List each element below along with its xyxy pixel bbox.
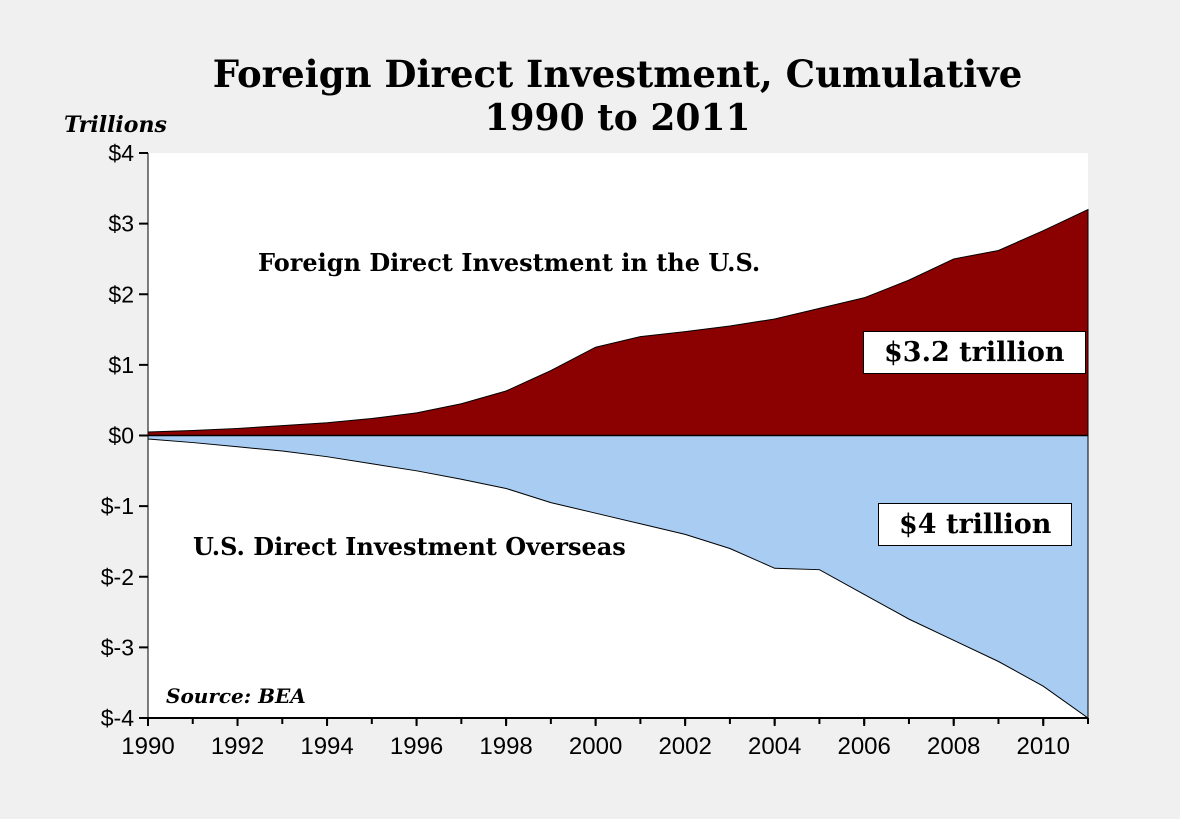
- outbound-total-annotation: $4 trillion: [878, 503, 1073, 546]
- svg-text:2006: 2006: [837, 733, 890, 760]
- svg-text:2008: 2008: [927, 733, 980, 760]
- svg-text:$0: $0: [108, 423, 134, 449]
- chart-title-block: Foreign Direct Investment, Cumulative 19…: [55, 52, 1180, 140]
- source-note: Source: BEA: [166, 684, 306, 708]
- svg-text:$1: $1: [108, 352, 134, 378]
- svg-text:$-4: $-4: [101, 705, 134, 731]
- svg-text:2004: 2004: [748, 733, 801, 760]
- svg-text:2000: 2000: [569, 733, 622, 760]
- svg-text:$3: $3: [108, 211, 134, 237]
- svg-text:1996: 1996: [390, 733, 443, 760]
- svg-text:1992: 1992: [211, 733, 264, 760]
- y-axis-unit-label: Trillions: [64, 112, 167, 138]
- svg-text:2002: 2002: [658, 733, 711, 760]
- svg-text:1994: 1994: [300, 733, 353, 760]
- svg-text:$-1: $-1: [101, 493, 134, 519]
- svg-text:2010: 2010: [1017, 733, 1070, 760]
- svg-text:$-2: $-2: [101, 564, 134, 590]
- outbound-series-label: U.S. Direct Investment Overseas: [193, 532, 626, 561]
- inbound-total-annotation: $3.2 trillion: [863, 331, 1086, 374]
- svg-text:$4: $4: [108, 140, 134, 166]
- chart-subtitle: 1990 to 2011: [484, 97, 751, 139]
- svg-text:1998: 1998: [479, 733, 532, 760]
- svg-text:$2: $2: [108, 281, 134, 307]
- svg-text:$-3: $-3: [101, 634, 134, 660]
- chart-title: Foreign Direct Investment, Cumulative: [212, 52, 1023, 96]
- svg-text:1990: 1990: [121, 733, 174, 760]
- inbound-series-label: Foreign Direct Investment in the U.S.: [258, 248, 761, 277]
